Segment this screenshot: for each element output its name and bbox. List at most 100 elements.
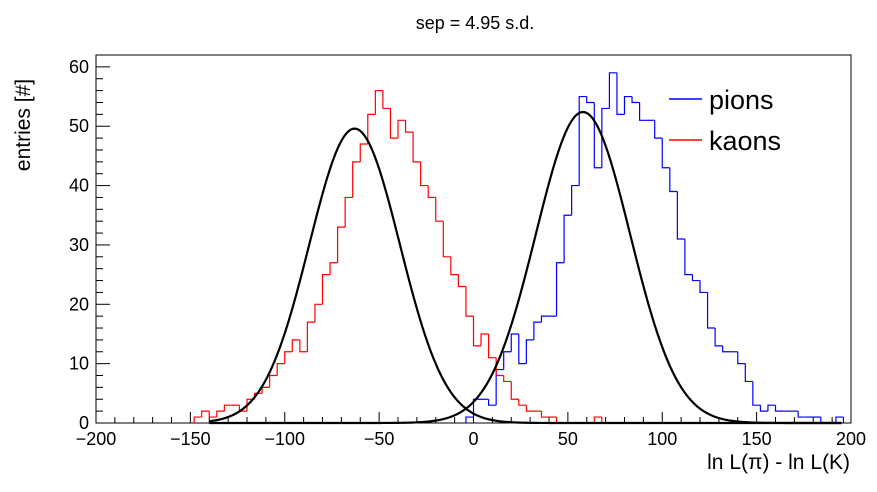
pions-bin: [608, 72, 617, 109]
x-tick-label: 0: [468, 429, 478, 449]
kaons-bin: [321, 274, 331, 305]
kaons-fit: [209, 127, 842, 425]
y-axis-label: entries [#]: [12, 79, 35, 171]
pions-bin: [563, 214, 572, 263]
pions-fit: [209, 110, 842, 425]
pions-bin: [676, 191, 685, 240]
kaons-bin: [306, 321, 315, 352]
pions-bin: [759, 405, 768, 412]
kaons-bin: [540, 411, 549, 418]
kaons-bin: [488, 333, 497, 359]
pions-bin: [706, 292, 716, 329]
pions-bin: [714, 328, 723, 347]
y-tick-label: 40: [69, 176, 89, 196]
y-tick-label: 10: [69, 354, 89, 374]
kaons-bin: [299, 339, 308, 353]
kaons-bin: [435, 197, 444, 222]
kaons-bin: [374, 90, 383, 115]
y-tick-label: 60: [69, 57, 89, 77]
kaons-bin: [389, 108, 398, 139]
pions-bin: [797, 411, 806, 418]
x-tick-label: 200: [836, 429, 866, 449]
pions-bin: [774, 405, 784, 412]
pions-bin: [835, 416, 844, 423]
kaons-bin: [442, 221, 451, 258]
kaons-bin: [216, 410, 225, 418]
kaons-bin: [412, 132, 421, 163]
pions-bin: [767, 404, 776, 412]
pions-bin: [593, 102, 602, 169]
x-tick-label: −150: [170, 429, 211, 449]
y-tick-label: 50: [69, 116, 89, 136]
kaons-bin: [367, 113, 376, 145]
kaons-bin: [314, 303, 323, 323]
pions-bin: [465, 416, 474, 423]
kaons-bin: [382, 90, 391, 110]
kaons-bin: [261, 386, 270, 394]
legend-label-pions: pions: [709, 85, 774, 115]
kaons-bin: [495, 357, 504, 377]
legend: pions kaons: [669, 85, 781, 156]
kaons-bin: [472, 316, 482, 347]
pions-bin: [571, 184, 580, 216]
kaons-bin: [284, 351, 293, 364]
pions-bin: [631, 96, 640, 104]
kaons-bin: [329, 262, 338, 275]
pions-bin: [752, 381, 761, 406]
kaons-bin: [201, 410, 210, 418]
kaons-bin: [420, 161, 429, 187]
pions-bin: [518, 333, 527, 365]
pions-bin: [503, 351, 512, 370]
pions-bin: [510, 333, 519, 352]
pions-bin: [744, 363, 753, 383]
x-axis-label: ln L(π) - ln L(K): [707, 451, 850, 474]
pions-bin: [533, 321, 542, 340]
y-tick-label: 30: [69, 235, 89, 255]
kaons-bin: [276, 363, 285, 376]
legend-label-kaons: kaons: [709, 126, 781, 156]
y-tick-label: 20: [69, 294, 89, 314]
kaons-bin: [518, 399, 527, 406]
pions-bin: [601, 107, 610, 168]
x-tick-label: 150: [742, 429, 772, 449]
pions-bin: [586, 96, 595, 104]
x-tick-label: 50: [558, 429, 578, 449]
x-tick-label: 100: [647, 429, 677, 449]
kaons-bin: [344, 196, 353, 228]
pions-bin: [654, 120, 663, 139]
kaons-bin: [223, 404, 232, 412]
pions-bin: [684, 239, 693, 276]
x-tick-label: −50: [364, 429, 395, 449]
kaons-bin: [359, 143, 368, 162]
kaons-bin: [525, 405, 534, 412]
kaons-bin: [510, 381, 519, 400]
pions-series: [465, 72, 845, 424]
kaons-bin: [465, 286, 474, 317]
pions-bin: [639, 102, 648, 121]
pions-bin: [737, 351, 746, 365]
pions-bin: [669, 167, 678, 193]
pions-bin: [722, 345, 731, 353]
kaons-bin: [593, 416, 602, 423]
pions-bin: [691, 274, 700, 282]
kaons-bin: [193, 416, 202, 423]
y-tick-label: 0: [79, 413, 89, 433]
pions-bin: [616, 72, 625, 115]
pions-bin: [488, 399, 497, 406]
pions-bin: [623, 95, 633, 115]
kaons-bin: [404, 120, 414, 133]
pions-bin: [525, 339, 534, 364]
kaons-bin: [427, 185, 436, 199]
kaons-bin: [269, 374, 278, 388]
kaons-bin: [397, 119, 406, 139]
pions-bin: [555, 262, 565, 317]
pions-bin: [699, 280, 708, 294]
pions-bin: [661, 138, 670, 169]
pions-bin: [578, 95, 587, 186]
kaons-series: [193, 90, 603, 424]
kaons-bin: [480, 333, 489, 346]
plot-area: 0 10 20 30 40 50 60 −200 −150 −100 −50 0 50 100 150 200: [69, 54, 866, 449]
kaons-bin: [337, 226, 346, 263]
